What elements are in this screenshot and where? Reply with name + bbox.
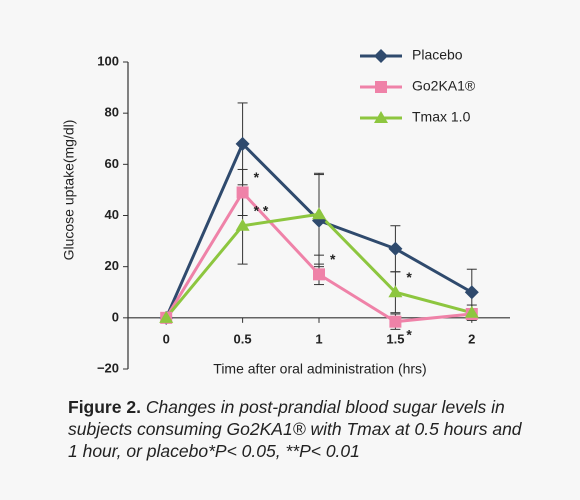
x-axis-label: Time after oral administration (hrs) [213,361,426,377]
significance-label: * [406,326,412,342]
y-tick-label: −20 [97,360,119,375]
y-tick-label: 40 [105,207,119,222]
marker [388,241,403,256]
y-tick-label: 80 [105,105,119,120]
x-tick-label: 0.5 [234,331,252,346]
legend-label: Placebo [412,47,463,63]
marker [464,285,479,300]
marker [312,207,326,220]
marker [374,111,388,123]
legend-label: Go2KA1® [412,78,476,94]
y-tick-label: 0 [112,309,119,324]
marker [389,315,402,328]
significance-label: * [254,169,260,185]
y-tick-label: 20 [105,258,119,273]
x-tick-label: 2 [468,331,475,346]
significance-label: * [330,251,336,267]
marker [375,81,387,93]
x-tick-label: 1.5 [386,331,404,346]
marker [464,305,479,318]
significance-label: * [406,269,412,285]
caption: Figure 2. Changes in post-prandial blood… [68,396,528,462]
significance-label: * * [254,202,269,218]
legend-label: Tmax 1.0 [412,109,471,125]
chart: Glucose uptake(mg/dl) Time after oral ad… [61,47,510,377]
figure-label: Figure 2. [68,397,141,417]
caption-text: Changes in post-prandial blood sugar lev… [68,397,522,461]
marker [388,285,403,298]
x-tick-label: 0 [163,331,170,346]
marker [159,310,174,323]
marker [235,218,250,231]
marker [313,268,325,281]
marker [236,186,249,199]
y-tick-label: 100 [97,53,119,68]
marker [374,49,388,63]
y-axis-label: Glucose uptake(mg/dl) [61,120,77,261]
marker [235,136,250,151]
x-tick-label: 1 [315,331,322,346]
y-tick-label: 60 [105,156,119,171]
